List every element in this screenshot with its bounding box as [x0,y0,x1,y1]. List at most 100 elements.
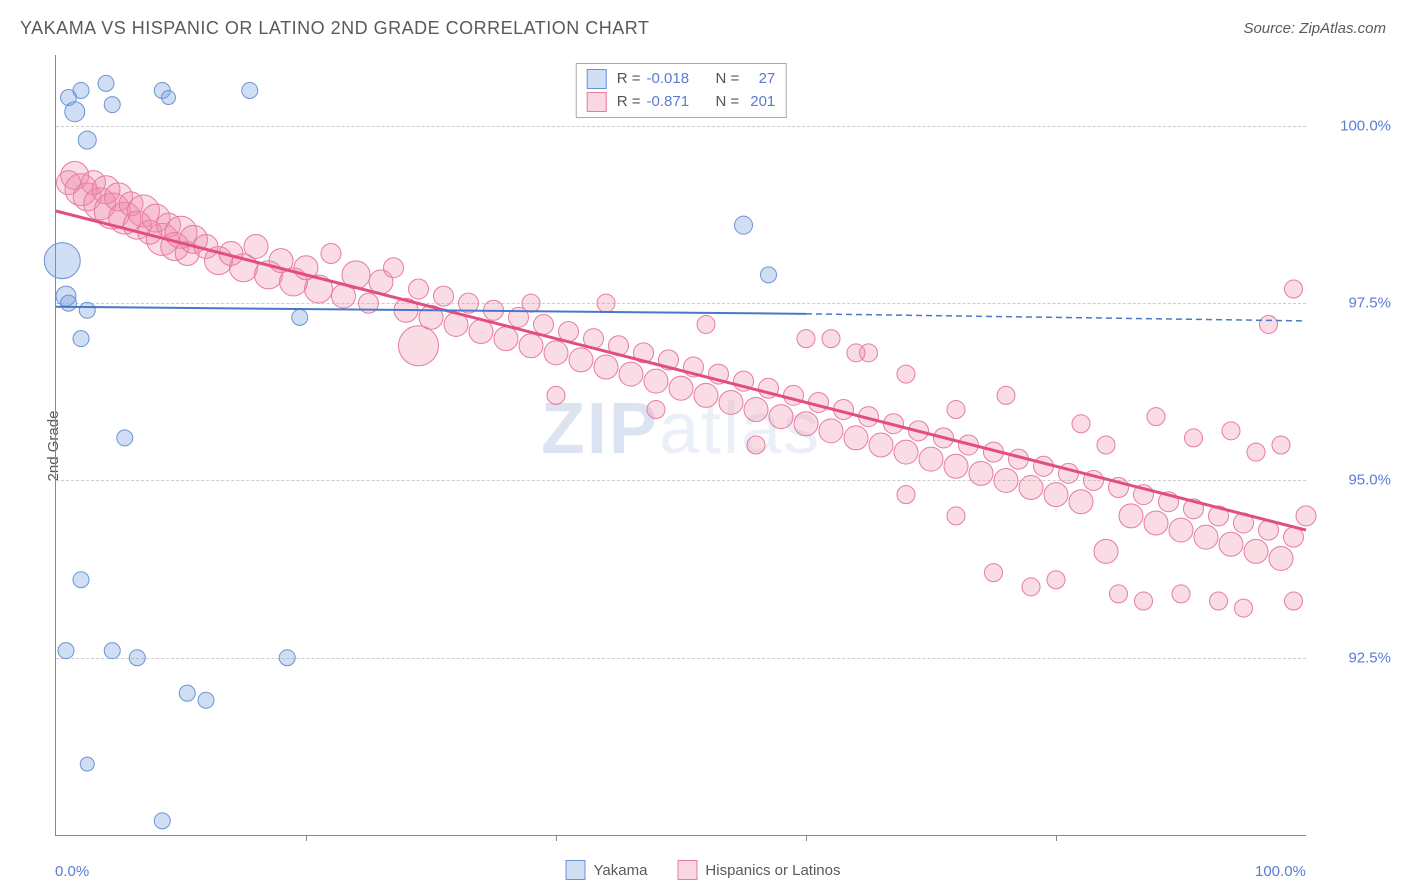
data-point [1285,280,1303,298]
data-point [1222,422,1240,440]
data-point [117,430,133,446]
data-point [1147,408,1165,426]
legend-correlation-row: R =-0.871N =201 [587,91,776,114]
data-point [619,362,643,386]
legend-swatch [587,92,607,112]
data-point [947,401,965,419]
legend-label: Hispanics or Latinos [705,862,840,879]
data-point [1172,585,1190,603]
data-point [1072,415,1090,433]
data-point [244,234,268,258]
data-point [79,302,95,318]
n-value: 201 [745,91,775,114]
data-point [1144,511,1168,535]
data-point [594,355,618,379]
data-point [154,813,170,829]
data-point [1296,506,1316,526]
data-point [279,650,295,666]
data-point [897,486,915,504]
data-point [919,447,943,471]
data-point [897,365,915,383]
data-point [534,314,554,334]
data-point [321,244,341,264]
data-point [1285,592,1303,610]
data-point [947,507,965,525]
data-point [198,692,214,708]
data-point [44,243,80,279]
data-point [1019,476,1043,500]
data-point [985,564,1003,582]
data-point [98,75,114,91]
data-point [761,267,777,283]
data-point [519,334,543,358]
correlation-legend: R =-0.018N =27R =-0.871N =201 [576,63,787,118]
data-point [1194,525,1218,549]
n-label: N = [716,68,740,91]
data-point [104,97,120,113]
data-point [179,685,195,701]
data-point [844,426,868,450]
data-point [1047,571,1065,589]
data-point [997,386,1015,404]
r-label: R = [617,91,641,114]
series-legend: YakamaHispanics or Latinos [566,860,841,880]
data-point [994,468,1018,492]
data-point [869,433,893,457]
data-point [894,440,918,464]
data-point [747,436,765,454]
chart-title: YAKAMA VS HISPANIC OR LATINO 2ND GRADE C… [20,18,649,39]
x-tick-label: 100.0% [1255,863,1306,880]
data-point [694,383,718,407]
data-point [384,258,404,278]
scatter-svg [56,55,1306,835]
data-point [522,294,540,312]
data-point [292,309,308,325]
data-point [644,369,668,393]
legend-swatch [677,860,697,880]
data-point [1244,539,1268,563]
data-point [1069,490,1093,514]
data-point [129,650,145,666]
plot-area: ZIPatlas R =-0.018N =27R =-0.871N =201 [55,55,1306,836]
data-point [242,82,258,98]
data-point [65,102,85,122]
data-point [104,643,120,659]
data-point [399,326,439,366]
data-point [647,401,665,419]
n-label: N = [716,91,740,114]
data-point [1185,429,1203,447]
y-tick-label: 92.5% [1348,649,1391,666]
regression-line-pink [56,211,1306,530]
data-point [1247,443,1265,461]
data-point [434,286,454,306]
data-point [162,91,176,105]
data-point [58,643,74,659]
data-point [769,405,793,429]
data-point [1044,483,1068,507]
data-point [544,341,568,365]
data-point [944,454,968,478]
data-point [1110,585,1128,603]
data-point [669,376,693,400]
data-point [1135,592,1153,610]
y-tick-label: 100.0% [1340,117,1391,134]
x-tick-mark [306,835,307,841]
legend-swatch [587,69,607,89]
y-tick-label: 95.0% [1348,472,1391,489]
data-point [797,330,815,348]
data-point [73,331,89,347]
data-point [409,279,429,299]
data-point [1169,518,1193,542]
data-point [744,398,768,422]
data-point [1269,546,1293,570]
x-tick-mark [556,835,557,841]
x-tick-label: 0.0% [55,863,89,880]
data-point [819,419,843,443]
y-tick-label: 97.5% [1348,295,1391,312]
data-point [1022,578,1040,596]
legend-correlation-row: R =-0.018N =27 [587,68,776,91]
data-point [847,344,865,362]
data-point [969,461,993,485]
data-point [1235,599,1253,617]
data-point [597,294,615,312]
